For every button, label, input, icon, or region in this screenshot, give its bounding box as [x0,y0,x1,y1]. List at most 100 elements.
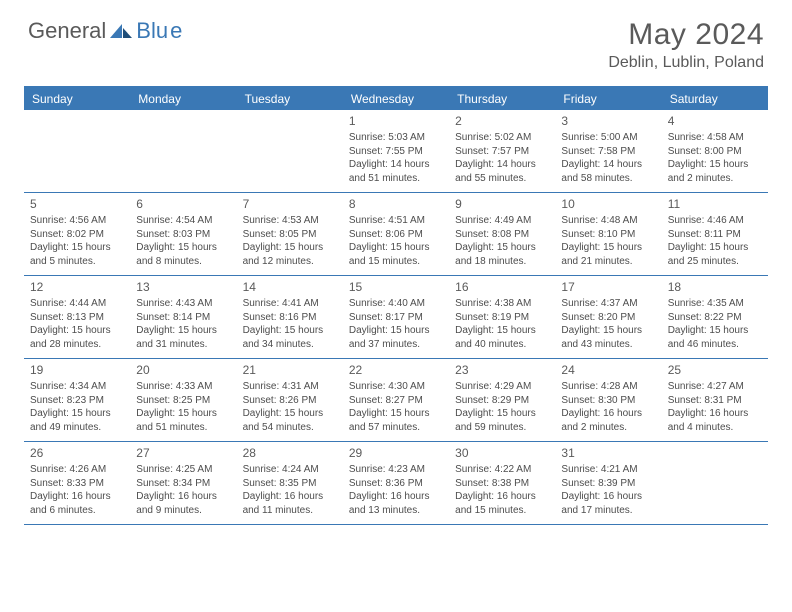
day-detail: and 12 minutes. [243,255,337,269]
day-detail: Daylight: 15 hours [668,324,762,338]
day-detail: and 9 minutes. [136,504,230,518]
day-detail: and 11 minutes. [243,504,337,518]
day-detail: Sunrise: 4:23 AM [349,463,443,477]
day-detail: Daylight: 15 hours [349,407,443,421]
day-cell: 19Sunrise: 4:34 AMSunset: 8:23 PMDayligh… [24,359,130,441]
day-detail: Sunset: 8:22 PM [668,311,762,325]
day-detail: and 51 minutes. [136,421,230,435]
day-detail: Daylight: 16 hours [243,490,337,504]
day-detail: Sunrise: 4:48 AM [561,214,655,228]
day-detail: Sunset: 8:08 PM [455,228,549,242]
day-detail: and 34 minutes. [243,338,337,352]
day-detail: and 6 minutes. [30,504,124,518]
dayname-thursday: Thursday [449,88,555,110]
day-cell [24,110,130,192]
day-detail: Sunrise: 4:24 AM [243,463,337,477]
day-number: 23 [455,362,549,378]
day-cell: 3Sunrise: 5:00 AMSunset: 7:58 PMDaylight… [555,110,661,192]
day-cell [130,110,236,192]
day-detail: Daylight: 15 hours [136,407,230,421]
day-detail: Daylight: 15 hours [561,324,655,338]
day-detail: Sunset: 8:05 PM [243,228,337,242]
day-detail: Daylight: 14 hours [349,158,443,172]
dayname-tuesday: Tuesday [237,88,343,110]
day-detail: Daylight: 14 hours [455,158,549,172]
day-detail: and 17 minutes. [561,504,655,518]
title-block: May 2024 Deblin, Lublin, Poland [608,18,764,72]
day-detail: Daylight: 15 hours [455,407,549,421]
day-detail: Sunrise: 4:27 AM [668,380,762,394]
day-cell: 24Sunrise: 4:28 AMSunset: 8:30 PMDayligh… [555,359,661,441]
day-cell: 16Sunrise: 4:38 AMSunset: 8:19 PMDayligh… [449,276,555,358]
day-detail: and 37 minutes. [349,338,443,352]
day-number: 2 [455,113,549,129]
day-detail: Sunrise: 4:21 AM [561,463,655,477]
day-number: 1 [349,113,443,129]
day-detail: Daylight: 16 hours [349,490,443,504]
day-detail: Daylight: 15 hours [455,241,549,255]
day-detail: Sunrise: 4:22 AM [455,463,549,477]
day-number: 31 [561,445,655,461]
day-cell: 14Sunrise: 4:41 AMSunset: 8:16 PMDayligh… [237,276,343,358]
day-detail: Daylight: 15 hours [668,241,762,255]
day-cell: 8Sunrise: 4:51 AMSunset: 8:06 PMDaylight… [343,193,449,275]
day-detail: Daylight: 15 hours [349,241,443,255]
month-title: May 2024 [608,18,764,52]
day-detail: Daylight: 15 hours [30,241,124,255]
day-detail: Sunrise: 4:34 AM [30,380,124,394]
day-detail: Sunrise: 5:03 AM [349,131,443,145]
day-detail: Sunrise: 4:44 AM [30,297,124,311]
day-detail: Daylight: 15 hours [243,324,337,338]
day-detail: Daylight: 15 hours [136,324,230,338]
day-detail: Sunrise: 4:56 AM [30,214,124,228]
day-number: 8 [349,196,443,212]
day-detail: Sunset: 8:31 PM [668,394,762,408]
day-cell: 13Sunrise: 4:43 AMSunset: 8:14 PMDayligh… [130,276,236,358]
week-row: 12Sunrise: 4:44 AMSunset: 8:13 PMDayligh… [24,276,768,359]
day-detail: Daylight: 15 hours [668,158,762,172]
day-number: 16 [455,279,549,295]
day-cell: 5Sunrise: 4:56 AMSunset: 8:02 PMDaylight… [24,193,130,275]
day-detail: Sunset: 8:33 PM [30,477,124,491]
day-number: 4 [668,113,762,129]
day-cell [237,110,343,192]
day-detail: Sunset: 8:00 PM [668,145,762,159]
day-detail: and 13 minutes. [349,504,443,518]
day-cell: 15Sunrise: 4:40 AMSunset: 8:17 PMDayligh… [343,276,449,358]
day-number: 7 [243,196,337,212]
brand-general: General [28,18,106,44]
day-detail: and 4 minutes. [668,421,762,435]
day-detail: Sunrise: 4:53 AM [243,214,337,228]
day-cell [662,442,768,524]
day-detail: Sunset: 8:20 PM [561,311,655,325]
day-cell: 1Sunrise: 5:03 AMSunset: 7:55 PMDaylight… [343,110,449,192]
day-detail: Sunset: 8:39 PM [561,477,655,491]
day-cell: 25Sunrise: 4:27 AMSunset: 8:31 PMDayligh… [662,359,768,441]
day-detail: Daylight: 16 hours [455,490,549,504]
day-cell: 4Sunrise: 4:58 AMSunset: 8:00 PMDaylight… [662,110,768,192]
day-detail: Daylight: 15 hours [455,324,549,338]
day-detail: Sunset: 8:03 PM [136,228,230,242]
dayname-wednesday: Wednesday [343,88,449,110]
day-number: 14 [243,279,337,295]
day-detail: Sunset: 7:57 PM [455,145,549,159]
day-detail: Daylight: 16 hours [136,490,230,504]
day-detail: Sunrise: 4:29 AM [455,380,549,394]
calendar: Sunday Monday Tuesday Wednesday Thursday… [24,86,768,525]
day-detail: and 49 minutes. [30,421,124,435]
week-row: 5Sunrise: 4:56 AMSunset: 8:02 PMDaylight… [24,193,768,276]
day-detail: Daylight: 15 hours [243,407,337,421]
dayname-saturday: Saturday [662,88,768,110]
dayname-monday: Monday [130,88,236,110]
day-detail: Daylight: 16 hours [30,490,124,504]
day-number: 25 [668,362,762,378]
day-number: 22 [349,362,443,378]
day-number: 29 [349,445,443,461]
day-number: 27 [136,445,230,461]
week-row: 1Sunrise: 5:03 AMSunset: 7:55 PMDaylight… [24,110,768,193]
day-number: 24 [561,362,655,378]
day-number: 26 [30,445,124,461]
day-detail: Sunrise: 4:49 AM [455,214,549,228]
day-cell: 9Sunrise: 4:49 AMSunset: 8:08 PMDaylight… [449,193,555,275]
day-number: 30 [455,445,549,461]
